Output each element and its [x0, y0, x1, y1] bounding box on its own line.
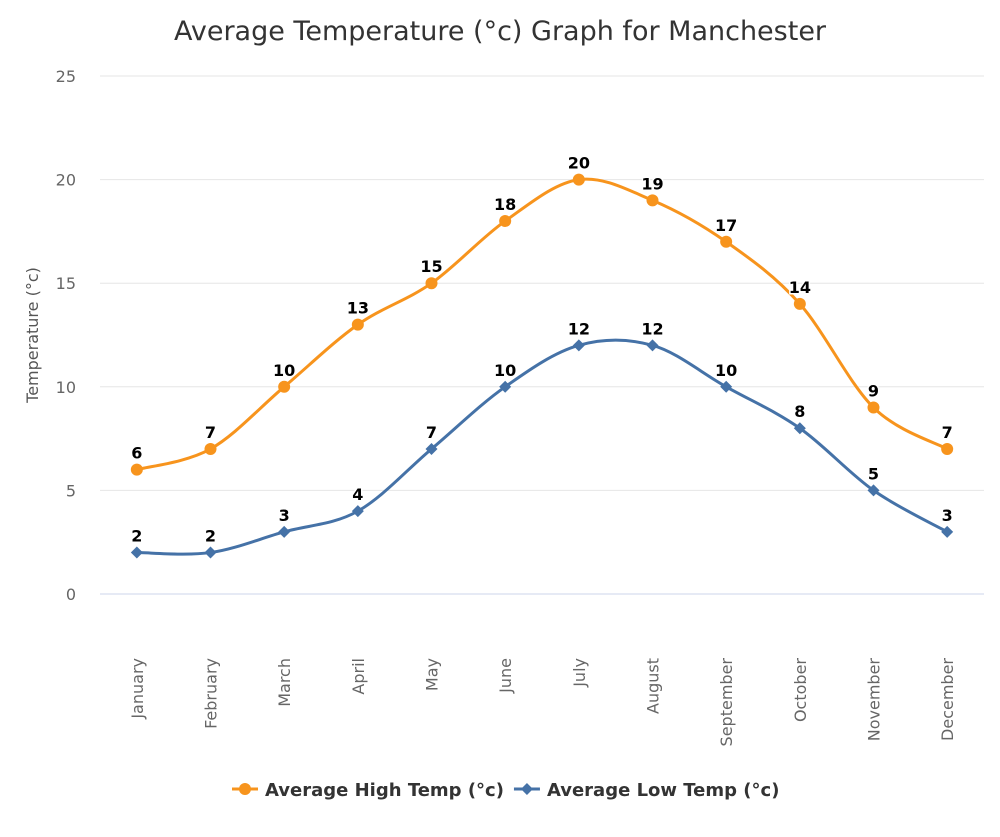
legend-marker-icon [520, 783, 533, 795]
data-point[interactable] [941, 525, 954, 538]
y-tick-label: 10 [56, 378, 76, 397]
series-line [136, 177, 948, 472]
data-point[interactable] [867, 401, 880, 414]
data-label: 2 [205, 527, 216, 546]
x-tick-label: May [423, 658, 442, 691]
data-label: 15 [420, 257, 442, 276]
data-label: 17 [715, 216, 737, 235]
y-tick-label: 0 [66, 585, 76, 604]
x-tick-label: July [570, 658, 589, 688]
data-point[interactable] [499, 215, 512, 228]
data-point[interactable] [867, 484, 880, 497]
x-tick-label: February [202, 658, 221, 729]
legend-label: Average High Temp (°c) [265, 780, 504, 801]
y-tick-label: 5 [66, 481, 76, 500]
data-point[interactable] [646, 339, 659, 352]
x-tick-label: January [128, 658, 147, 720]
x-tick-label: April [349, 658, 368, 695]
data-point[interactable] [720, 380, 733, 393]
data-point[interactable] [351, 505, 364, 518]
data-point[interactable] [425, 277, 438, 290]
y-tick-label: 15 [56, 274, 76, 293]
data-point[interactable] [204, 546, 217, 559]
series-low: 2 2 3 4 7 10 12 12 10 8 5 3 [130, 318, 954, 559]
data-label: 7 [205, 423, 216, 442]
legend-label: Average Low Temp (°c) [547, 780, 779, 801]
data-point[interactable] [351, 318, 364, 331]
data-label: 7 [942, 423, 953, 442]
data-point[interactable] [278, 525, 291, 538]
x-tick-label: March [275, 658, 294, 707]
x-tick-label: August [644, 658, 663, 714]
series-high: 6 7 10 13 15 18 20 19 17 14 9 7 [130, 152, 954, 476]
data-label: 10 [273, 361, 295, 380]
legend-marker-icon [239, 783, 251, 795]
data-point[interactable] [793, 422, 806, 435]
y-axis-label: Temperature (°c) [23, 267, 42, 404]
data-label: 4 [352, 485, 363, 504]
data-point[interactable] [425, 442, 438, 455]
data-point[interactable] [130, 546, 143, 559]
data-label: 19 [641, 174, 663, 193]
data-point[interactable] [646, 194, 659, 207]
data-label: 14 [789, 278, 811, 297]
data-label: 5 [868, 464, 879, 483]
data-label: 18 [494, 195, 516, 214]
data-point[interactable] [499, 380, 512, 393]
data-label: 10 [715, 361, 737, 380]
legend-item[interactable]: Average High Temp (°c) [232, 780, 504, 801]
x-tick-label: June [496, 658, 515, 694]
x-tick-label: December [938, 658, 957, 741]
data-label: 6 [131, 444, 142, 463]
x-tick-label: October [791, 658, 810, 722]
data-label: 3 [279, 506, 290, 525]
data-point[interactable] [204, 442, 217, 455]
data-point[interactable] [720, 235, 733, 248]
y-tick-label: 25 [56, 67, 76, 86]
data-label: 20 [568, 154, 590, 173]
data-label: 10 [494, 361, 516, 380]
data-label: 7 [426, 423, 437, 442]
legend-item[interactable]: Average Low Temp (°c) [513, 780, 779, 801]
x-tick-label: November [865, 658, 884, 742]
data-label: 2 [131, 527, 142, 546]
data-point[interactable] [941, 442, 954, 455]
data-label: 12 [568, 319, 590, 338]
data-point[interactable] [572, 173, 585, 186]
data-point[interactable] [572, 339, 585, 352]
data-label: 13 [347, 299, 369, 318]
x-tick-label: September [717, 658, 736, 747]
chart-title: Average Temperature (°c) Graph for Manch… [174, 16, 827, 47]
data-label: 12 [641, 319, 663, 338]
data-label: 9 [868, 382, 879, 401]
y-tick-label: 20 [56, 171, 76, 190]
series-line [136, 338, 948, 556]
data-point[interactable] [278, 380, 291, 393]
data-label: 3 [942, 506, 953, 525]
data-point[interactable] [130, 463, 143, 476]
data-point[interactable] [793, 297, 806, 310]
data-label: 8 [794, 402, 805, 421]
